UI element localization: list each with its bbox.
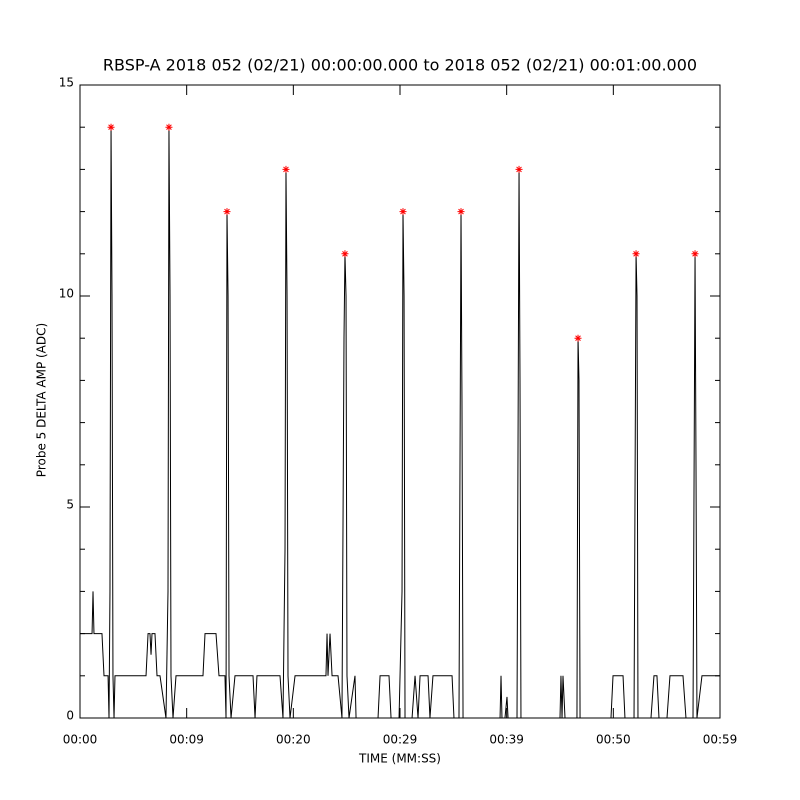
x-tick-label: 00:20 — [276, 733, 311, 747]
x-tick-label: 00:39 — [489, 733, 524, 747]
peak-marker — [341, 250, 349, 258]
x-tick-label: 00:50 — [596, 733, 631, 747]
peak-marker — [282, 165, 290, 173]
x-tick-label: 00:29 — [383, 733, 418, 747]
peak-marker — [515, 165, 523, 173]
peak-marker — [691, 250, 699, 258]
chart-title: RBSP-A 2018 052 (02/21) 00:00:00.000 to … — [103, 56, 697, 75]
y-axis-label: Probe 5 DELTA AMP (ADC) — [35, 323, 49, 477]
data-line — [80, 127, 720, 719]
peak-marker — [457, 208, 465, 216]
y-tick-label: 5 — [66, 498, 74, 512]
y-tick-label: 10 — [59, 287, 74, 301]
peak-marker — [574, 334, 582, 342]
y-tick-label: 15 — [59, 76, 74, 90]
peak-marker — [399, 208, 407, 216]
x-axis-label: TIME (MM:SS) — [358, 752, 441, 766]
peak-marker — [165, 123, 173, 131]
peak-marker — [223, 208, 231, 216]
x-tick-label: 00:09 — [169, 733, 204, 747]
peak-marker — [107, 123, 115, 131]
x-tick-label: 00:00 — [63, 733, 98, 747]
peak-marker — [632, 250, 640, 258]
y-tick-label: 0 — [66, 709, 74, 723]
x-tick-label: 00:59 — [703, 733, 738, 747]
